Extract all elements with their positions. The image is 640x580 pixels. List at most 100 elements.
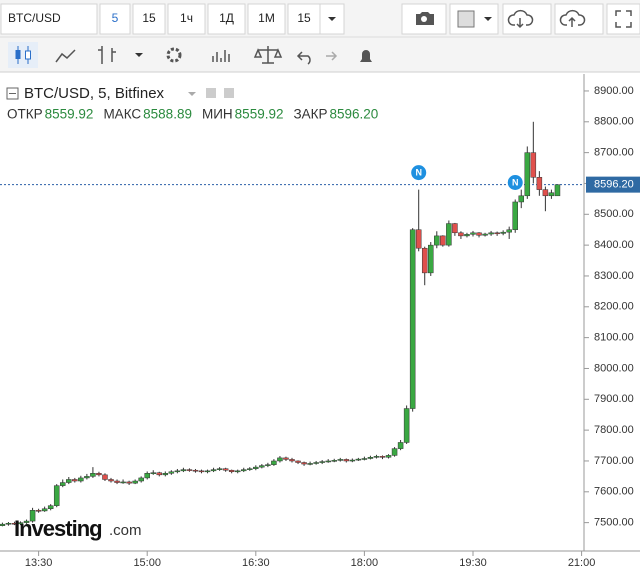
candle-body	[96, 473, 102, 476]
chart-title: BTC/USD, 5, Bitfinex	[24, 85, 165, 102]
load-button[interactable]	[502, 3, 552, 35]
candle-body	[409, 229, 416, 409]
candle-body	[53, 485, 60, 506]
candle-body	[512, 201, 518, 230]
candle-body	[434, 235, 440, 246]
y-tick-label: 8800.00	[594, 116, 634, 128]
alert-icon[interactable]	[360, 50, 372, 62]
candle-body	[313, 462, 319, 464]
candle-body	[367, 457, 374, 459]
candle-body	[253, 466, 259, 469]
y-tick-label: 7900.00	[594, 393, 634, 405]
candle-body	[234, 470, 241, 473]
candle-body	[23, 520, 30, 523]
candle-body	[325, 460, 331, 463]
drawing-toolbar	[8, 42, 372, 68]
watermark: .com	[109, 522, 142, 539]
candle-body	[295, 460, 301, 463]
line-icon[interactable]	[55, 49, 76, 63]
y-tick-label: 8200.00	[594, 301, 634, 313]
settings-icon[interactable]	[166, 47, 182, 63]
candle-body	[150, 472, 156, 474]
color-swatch	[457, 10, 475, 28]
fullscreen-button[interactable]	[606, 3, 640, 35]
candle-body	[361, 458, 368, 460]
candle-body	[542, 189, 549, 197]
symbol-box[interactable]	[0, 3, 98, 35]
interval-label: 1М	[258, 11, 275, 25]
interval-button[interactable]	[99, 3, 131, 35]
y-tick-label: 7600.00	[594, 486, 634, 498]
last-price-box	[586, 176, 640, 193]
candle-body	[421, 247, 428, 274]
candle-body	[379, 456, 386, 458]
legend-value: 8588.89	[143, 107, 192, 122]
candle-body	[530, 152, 537, 178]
candle-body	[271, 460, 277, 465]
candles-button[interactable]	[8, 42, 38, 68]
candle-body	[156, 472, 163, 476]
cloud-down-icon	[507, 9, 534, 29]
candle-body	[29, 510, 36, 522]
candle-body	[138, 477, 144, 482]
candle-body	[476, 232, 482, 236]
interval-button[interactable]	[207, 3, 246, 35]
candle-body	[11, 522, 18, 525]
candle-body	[168, 471, 175, 474]
candle-body	[222, 468, 229, 471]
y-tick-label: 8500.00	[594, 208, 634, 220]
candle-body	[403, 408, 410, 443]
bars-icon[interactable]	[98, 46, 116, 64]
y-tick-label: 8300.00	[594, 270, 634, 282]
candle-body	[66, 479, 72, 483]
interval-label: 15	[142, 11, 156, 25]
interval-button[interactable]	[132, 3, 166, 35]
candle-body	[0, 523, 6, 526]
news-marker[interactable]	[507, 174, 523, 190]
interval-select[interactable]	[287, 3, 321, 35]
symbol: BTC/USD	[8, 11, 61, 25]
caret	[188, 92, 196, 96]
collapse-icon[interactable]	[6, 87, 19, 100]
candle-body	[337, 459, 344, 461]
news-marker-label: N	[415, 168, 422, 178]
interval-button[interactable]	[167, 3, 206, 35]
redo-icon[interactable]	[326, 51, 338, 61]
candle-body	[548, 192, 555, 197]
candle-body	[349, 459, 356, 462]
fullscreen-icon	[615, 10, 632, 28]
candle-body	[162, 473, 169, 476]
candle-body	[536, 177, 543, 190]
interval-button[interactable]	[247, 3, 286, 35]
candle-body	[355, 458, 362, 461]
interval-label: 1Д	[219, 11, 234, 25]
ohlc-legend: ОТКР 8559.92 МАКС 8588.89 МИН 8559.92 ЗАКР 8596…	[7, 107, 378, 122]
undo-icon[interactable]	[296, 51, 311, 65]
candles-icon	[15, 50, 21, 59]
candle-body	[518, 195, 525, 203]
candle-body	[482, 233, 488, 236]
compare-icon[interactable]	[253, 46, 283, 64]
hide-icon[interactable]	[206, 88, 216, 98]
settings-icon[interactable]	[224, 88, 234, 98]
candle-body	[391, 448, 398, 456]
candle-body	[397, 442, 404, 449]
legend-value: 8596.20	[330, 107, 379, 122]
candle-body	[198, 470, 205, 473]
news-marker[interactable]	[411, 165, 427, 181]
indicators-icon[interactable]	[212, 50, 230, 62]
legend-value: 8559.92	[235, 107, 284, 122]
candle-body	[464, 234, 470, 237]
candle-body	[500, 231, 506, 234]
candle-body	[452, 223, 458, 234]
candle-body	[216, 468, 223, 470]
x-tick-label: 21:00	[568, 557, 596, 569]
candle-body	[132, 480, 138, 484]
save-button[interactable]	[554, 3, 604, 35]
x-tick-label: 13:30	[25, 557, 53, 569]
y-tick-label: 7700.00	[594, 455, 634, 467]
candle-body	[228, 469, 235, 473]
candle-body	[114, 480, 120, 483]
candle-body	[259, 465, 265, 468]
